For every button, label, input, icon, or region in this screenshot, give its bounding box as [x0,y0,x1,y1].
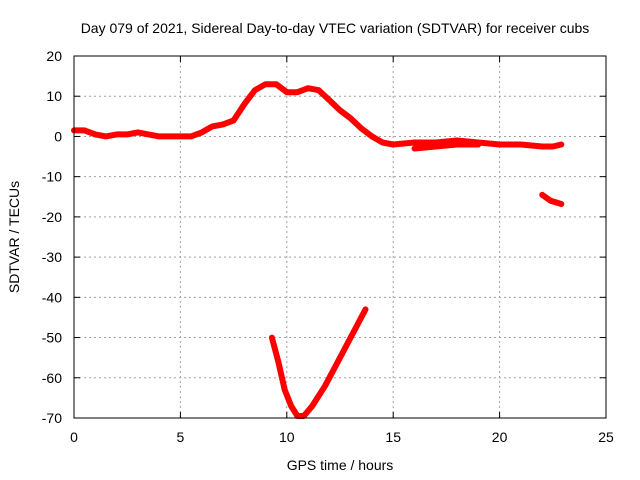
x-tick-label: 10 [279,429,295,445]
y-axis-label: SDTVAR / TECUs [6,181,22,293]
y-tick-label: -50 [42,330,62,346]
x-tick-label: 25 [598,429,614,445]
plot-frame [73,55,607,419]
y-tick-label: -60 [42,370,62,386]
y-tick-label: 0 [54,128,62,144]
series-group [71,81,565,419]
series-line-1 [71,81,565,150]
series-line-2 [411,141,482,152]
y-tick-label: 10 [46,88,62,104]
y-tick-label: -10 [42,169,62,185]
x-tick-label: 5 [177,429,185,445]
x-tick-label: 15 [385,429,401,445]
x-axis-label: GPS time / hours [287,457,394,473]
series-line-3 [539,191,565,207]
y-tick-label: -40 [42,289,62,305]
x-tick-label: 0 [70,429,78,445]
chart-title: Day 079 of 2021, Sidereal Day-to-day VTE… [81,20,590,36]
x-tick-label: 20 [492,429,508,445]
y-tick-label: -30 [42,249,62,265]
y-tick-label: 20 [46,48,62,64]
axis-ticks: 0 5 10 15 20 25 20 10 0 -10 -20 -30 -40 -50 -60 -70 [42,48,614,445]
y-tick-label: -20 [42,209,62,225]
y-tick-label: -70 [42,410,62,426]
series-line-4 [268,306,369,419]
grid-lines [74,56,606,418]
